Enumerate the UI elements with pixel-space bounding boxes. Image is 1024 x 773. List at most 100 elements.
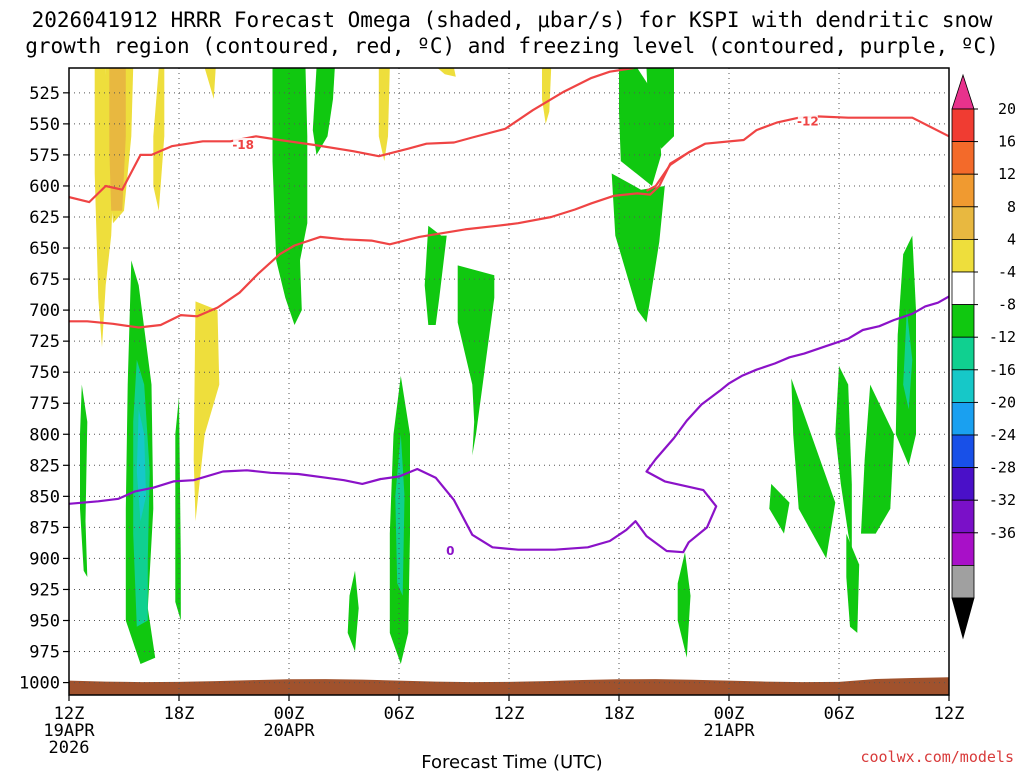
x-tick-label: 18Z — [164, 704, 195, 724]
colorbar-bin-8 — [951, 336, 975, 371]
omega-region-31 — [542, 68, 552, 124]
x-tick-label: 12Z — [934, 704, 965, 724]
omega-region-20 — [903, 310, 913, 410]
omega-region-15 — [677, 552, 691, 658]
y-tick-label: 1000 — [19, 674, 60, 694]
contour-label: 0 — [446, 544, 454, 558]
grid-layer — [69, 68, 949, 695]
y-tick-label: 950 — [29, 612, 60, 632]
omega-region-17 — [835, 366, 852, 553]
y-tick-label: 550 — [29, 115, 60, 135]
colorbar-bin-14 — [951, 532, 975, 566]
chart-title-line1: 2026041912 HRRR Forecast Omega (shaded, … — [31, 8, 993, 32]
colorbar-bin-7 — [951, 304, 975, 338]
colorbar-label: -32 — [989, 491, 1016, 509]
colorbar-label: -12 — [989, 328, 1016, 346]
colorbar-bin-10 — [951, 401, 975, 436]
omega-region-22 — [769, 483, 790, 534]
contour-label-bg — [797, 114, 818, 128]
y-tick-label: 700 — [29, 301, 60, 321]
x-tick-label: 06Z — [384, 704, 415, 724]
omega-shading-layer — [80, 68, 916, 664]
omega-region-0 — [272, 68, 308, 325]
colorbar-bin-6 — [951, 271, 975, 305]
colorbar-label: -28 — [989, 459, 1016, 477]
colorbar-bin-2 — [951, 141, 975, 175]
y-tick-label: 925 — [29, 580, 60, 600]
omega-region-27 — [193, 301, 220, 522]
colorbar-bin-5 — [951, 238, 975, 273]
omega-region-18 — [861, 384, 894, 534]
y-tick-label: 675 — [29, 270, 60, 290]
colorbar-label: 20 — [998, 100, 1016, 118]
colorbar-label: -16 — [989, 361, 1016, 379]
contour-label-layer: -18 -12 0 — [232, 114, 819, 558]
contour-layer — [69, 68, 949, 554]
colorbar-bin-3 — [951, 173, 975, 208]
omega-region-12 — [611, 173, 665, 323]
omega-region-26 — [153, 68, 165, 211]
x-tick-label: 2026 — [49, 738, 90, 758]
y-tick-label: 600 — [29, 177, 60, 197]
y-tick-label: 800 — [29, 425, 60, 445]
omega-region-30 — [437, 68, 456, 77]
credit-text[interactable]: coolwx.com/models — [860, 748, 1014, 766]
omega-region-21 — [846, 533, 860, 633]
colorbar-label: 8 — [1007, 198, 1016, 216]
contour-dgz_top — [69, 68, 634, 204]
x-tick-label: 12Z — [54, 704, 85, 724]
ground-layer — [69, 677, 949, 695]
colorbar-bin-9 — [951, 369, 975, 403]
x-tick-label: 21APR — [703, 721, 755, 741]
colorbar: 20 16 12 8 4 -4 -8 -12 -16 -20 -24 -28 -32 -36 — [951, 73, 1016, 640]
colorbar-bin-12 — [951, 467, 975, 501]
omega-region-11 — [457, 265, 495, 456]
contour-label: -12 — [797, 114, 819, 128]
omega-region-1 — [312, 68, 335, 155]
y-tick-label: 650 — [29, 239, 60, 259]
colorbar-bin-1 — [951, 108, 975, 142]
y-tick-label: 975 — [29, 643, 60, 663]
x-tick-label: 00Z — [714, 704, 745, 724]
colorbar-bin-4 — [951, 206, 975, 240]
x-tick-label: 20APR — [263, 721, 315, 741]
colorbar-bin-13 — [951, 499, 975, 534]
colorbar-label: 4 — [1007, 230, 1016, 248]
y-tick-label: 525 — [29, 84, 60, 104]
omega-region-2 — [424, 225, 447, 325]
y-tick-label: 875 — [29, 518, 60, 538]
y-tick-label: 625 — [29, 208, 60, 228]
omega-region-16 — [791, 378, 836, 559]
y-tick-label: 900 — [29, 549, 60, 569]
colorbar-bin-11 — [951, 434, 975, 468]
colorbar-bin-15 — [951, 565, 975, 599]
contour-freezing — [69, 295, 949, 554]
contour-label-bg — [440, 543, 461, 557]
colorbar-label: -4 — [998, 263, 1016, 281]
colorbar-label: 12 — [998, 165, 1016, 183]
y-tick-label: 725 — [29, 332, 60, 352]
colorbar-label: 16 — [998, 133, 1016, 151]
omega-region-8 — [347, 570, 359, 652]
omega-region-25 — [109, 68, 126, 211]
y-tick-label: 850 — [29, 487, 60, 507]
omega-region-7 — [175, 397, 181, 621]
ground-surface — [69, 677, 949, 695]
colorbar-label: -24 — [989, 426, 1016, 444]
colorbar-label: -20 — [989, 393, 1016, 411]
chart-title-line2: growth region (contoured, red, ºC) and f… — [25, 34, 999, 58]
y-axis: 525 550 575 600 625 650 675 700 725 750 775 800 825 8… — [19, 84, 69, 694]
y-tick-label: 750 — [29, 363, 60, 383]
omega-region-6 — [80, 384, 88, 577]
colorbar-label: -36 — [989, 524, 1016, 542]
omega-region-29 — [378, 68, 390, 162]
omega-region-14 — [646, 68, 674, 149]
x-tick-label: 18Z — [604, 704, 635, 724]
x-tick-label: 12Z — [494, 704, 525, 724]
y-tick-label: 775 — [29, 394, 60, 414]
contour-dgz_lower — [69, 142, 706, 329]
omega-region-5 — [136, 409, 146, 522]
x-tick-label: 19APR — [43, 721, 95, 741]
